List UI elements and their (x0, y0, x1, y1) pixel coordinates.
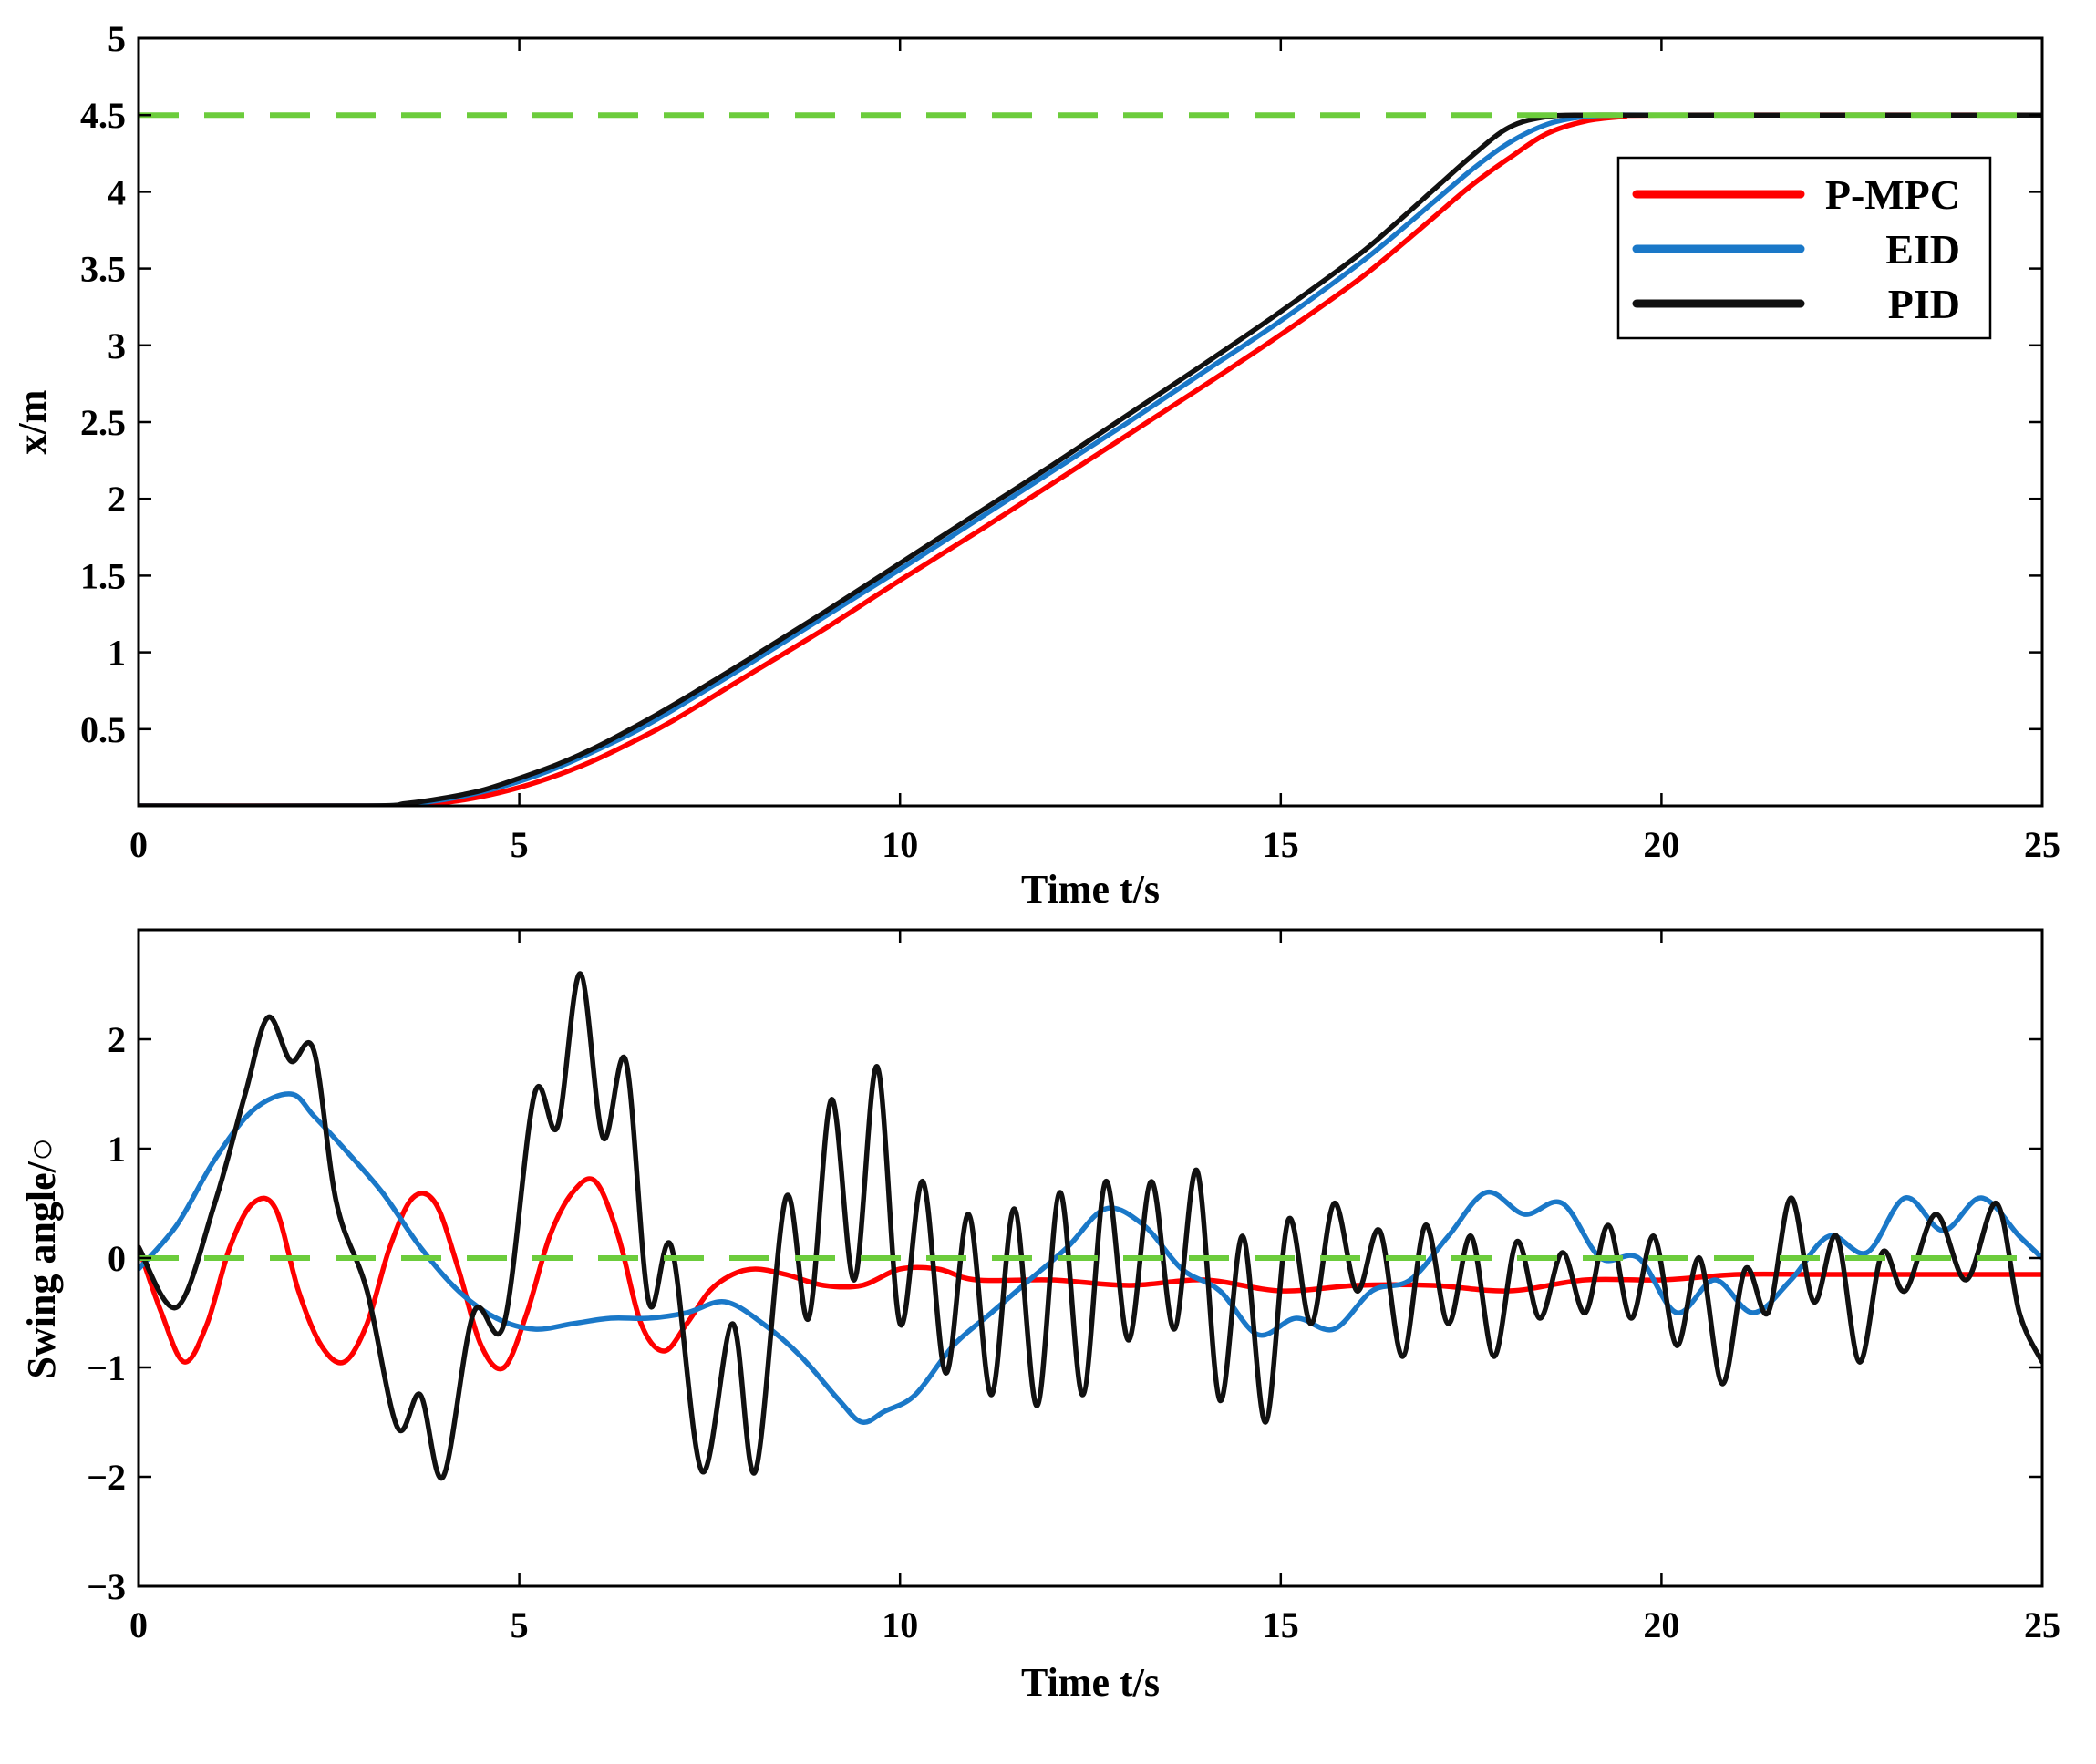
panel-1: 0 5 10 15 20 25 0.5 1 1.5 2 2.5 3 3.5 4 4.5 5 Time t/s x/… (10, 18, 2060, 912)
x-tick-label: 0 (129, 824, 148, 865)
y-axis-label: Swing angle/○ (19, 1138, 64, 1379)
y-tick-label: 3.5 (80, 249, 126, 290)
x-tick-label: 25 (2024, 824, 2060, 865)
y-tick-label: 5 (108, 18, 126, 59)
axes-frame (137, 36, 2044, 808)
y-tick-label: 4 (108, 171, 126, 212)
y-tick-label: 3 (108, 325, 126, 366)
y-tick-label: 2 (108, 1019, 126, 1060)
y-tick-label: 2.5 (80, 402, 126, 443)
x-tick-label: 15 (1263, 824, 1299, 865)
y-tick-label: 1 (108, 633, 126, 674)
y-tick-label: 2 (108, 479, 126, 520)
y-tick-label: 1.5 (80, 555, 126, 596)
y-tick-label: −2 (87, 1457, 126, 1498)
y-axis-label: x/m (10, 390, 55, 455)
series-pid-line (139, 112, 2042, 806)
legend-label-p-mpc: P-MPC (1825, 171, 1960, 218)
x-tick-label: 15 (1263, 1604, 1299, 1645)
plot-area (139, 971, 2042, 1481)
y-tick-label: 0.5 (80, 709, 126, 750)
x-tick-label: 10 (882, 1604, 918, 1645)
legend-label-pid: PID (1888, 281, 1960, 327)
y-tick-label: 4.5 (80, 95, 126, 136)
x-tick-label: 10 (882, 824, 918, 865)
x-tick-label: 20 (1643, 1604, 1679, 1645)
x-tick-label: 25 (2024, 1604, 2060, 1645)
panel-2: 0 5 10 15 20 25 −3 −2 −1 0 1 2 Time t/s Swing angle/○ (19, 928, 2060, 1705)
plot-area (139, 112, 2042, 806)
series-p-mpc-line (139, 1176, 2042, 1372)
y-tick-label: 1 (108, 1129, 126, 1170)
legend: P-MPC EID PID (1616, 156, 1992, 340)
y-tick-label: −1 (87, 1347, 126, 1388)
x-tick-label: 5 (511, 1604, 529, 1645)
legend-label-eid: EID (1885, 226, 1960, 273)
y-tick-label: −3 (87, 1566, 126, 1607)
x-tick-label: 0 (129, 1604, 148, 1645)
x-tick-label: 20 (1643, 824, 1679, 865)
x-tick-label: 5 (511, 824, 529, 865)
series-pid-line (139, 971, 2042, 1481)
x-axis-label: Time t/s (1021, 1660, 1160, 1705)
y-tick-label: 0 (108, 1238, 126, 1279)
series-p-mpc-line (139, 112, 2042, 806)
x-axis-label: Time t/s (1021, 867, 1160, 912)
